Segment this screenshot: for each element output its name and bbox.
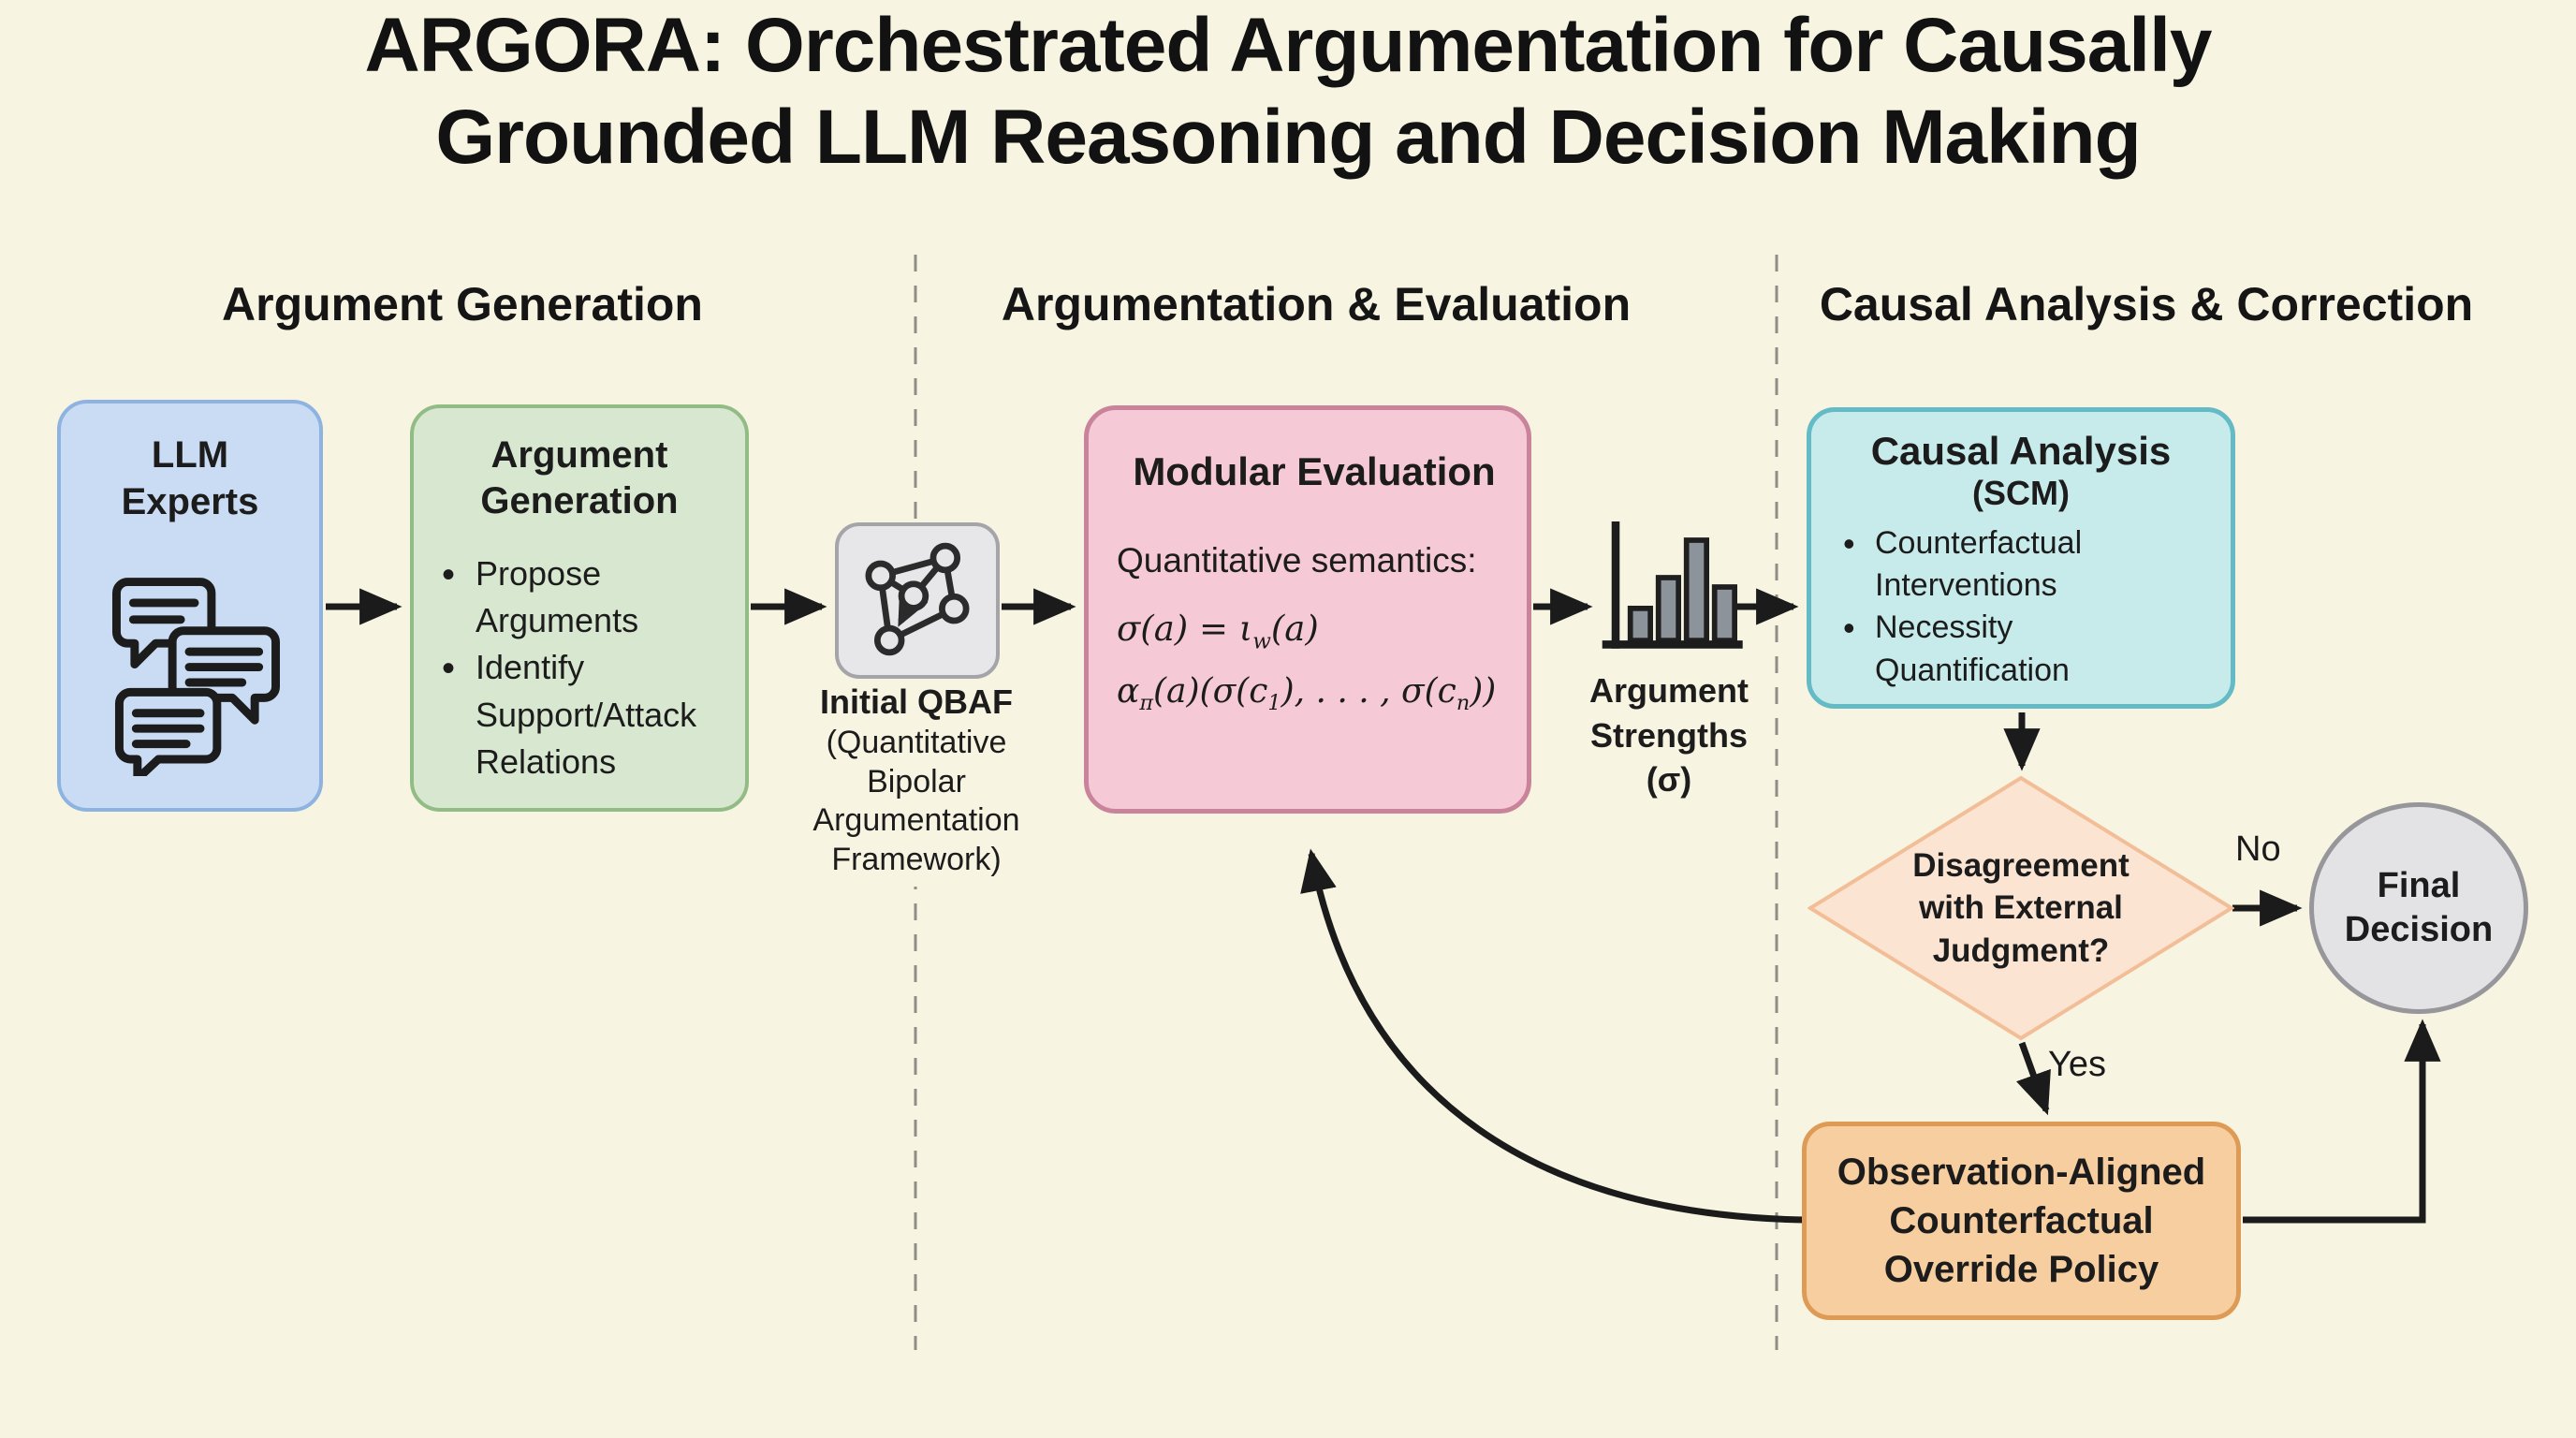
modular-evaluation-title: Modular Evaluation bbox=[1133, 449, 1496, 493]
bullet-necessity-quantification: Necessity Quantification bbox=[1843, 606, 2193, 691]
argument-generation-box: Argument Generation Propose Arguments Id… bbox=[410, 404, 749, 812]
initial-qbaf-box bbox=[835, 522, 1000, 679]
initial-qbaf-label: Initial QBAF (Quantitative Bipolar Argum… bbox=[789, 680, 1044, 888]
arrow-override-to-final bbox=[2243, 1019, 2441, 1224]
override-policy-box: Observation-Aligned Counterfactual Overr… bbox=[1802, 1122, 2241, 1320]
scm-label: (SCM) bbox=[1972, 474, 2070, 512]
final-decision-label: Final Decision bbox=[2344, 865, 2494, 950]
argument-generation-title: Argument Generation bbox=[480, 434, 679, 521]
disagreement-question: Disagreement with External Judgment? bbox=[1912, 846, 2130, 969]
section-header-argument-generation: Argument Generation bbox=[222, 278, 703, 330]
edge-label-yes: Yes bbox=[2048, 1045, 2106, 1084]
semantics-formula-1: σ(a) = ιw(a) bbox=[1117, 609, 1319, 654]
causal-analysis-bullets: Counterfactual Interventions Necessity Q… bbox=[1811, 521, 2231, 692]
causal-analysis-box: Causal Analysis (SCM) Counterfactual Int… bbox=[1807, 407, 2235, 709]
section-header-causal-analysis: Causal Analysis & Correction bbox=[1819, 278, 2474, 330]
disagreement-decision-diamond: Disagreement with External Judgment? bbox=[1808, 775, 2234, 1041]
semantics-formula-2: απ(a)(σ(c1), . . . , σ(cn)) bbox=[1117, 672, 1497, 716]
arrow-override-to-evaluation-curve bbox=[1300, 848, 1806, 1224]
modular-evaluation-box: Modular Evaluation Quantitative semantic… bbox=[1084, 405, 1531, 814]
argument-generation-bullets: Propose Arguments Identify Support/Attac… bbox=[414, 549, 745, 786]
diamond-shape bbox=[1808, 775, 2234, 1041]
qbaf-name: Initial QBAF bbox=[820, 682, 1013, 721]
bar-chart-icon bbox=[1602, 521, 1743, 649]
network-graph-icon bbox=[865, 542, 970, 655]
override-policy-label: Observation-Aligned Counterfactual Overr… bbox=[1837, 1152, 2206, 1290]
bullet-propose-arguments: Propose Arguments bbox=[442, 549, 736, 645]
arrow-disagreement-yes-to-override bbox=[2016, 1041, 2051, 1116]
edge-label-no: No bbox=[2235, 829, 2281, 869]
chat-bubble-3 bbox=[114, 687, 222, 776]
qbaf-description: (Quantitative Bipolar Argumentation Fram… bbox=[812, 725, 1020, 877]
llm-experts-title: LLM Experts bbox=[121, 434, 259, 522]
section-header-argumentation-evaluation: Argumentation & Evaluation bbox=[1001, 278, 1632, 330]
chat-bubbles-icon bbox=[111, 578, 280, 776]
chat-bubble-1 bbox=[111, 578, 216, 669]
llm-experts-box: LLM Experts bbox=[57, 400, 323, 812]
bullet-counterfactual-interventions: Counterfactual Interventions bbox=[1843, 521, 2193, 607]
argument-strengths-label: Argument Strengths (σ) bbox=[1589, 671, 1749, 800]
page-title: ARGORA: Orchestrated Argumentation for C… bbox=[364, 3, 2213, 181]
quantitative-semantics-label: Quantitative semantics: bbox=[1117, 541, 1477, 580]
final-decision-node: Final Decision bbox=[2309, 802, 2528, 1014]
bullet-identify-relations: Identify Support/Attack Relations bbox=[442, 642, 736, 785]
causal-analysis-title: Causal Analysis bbox=[1870, 429, 2172, 473]
